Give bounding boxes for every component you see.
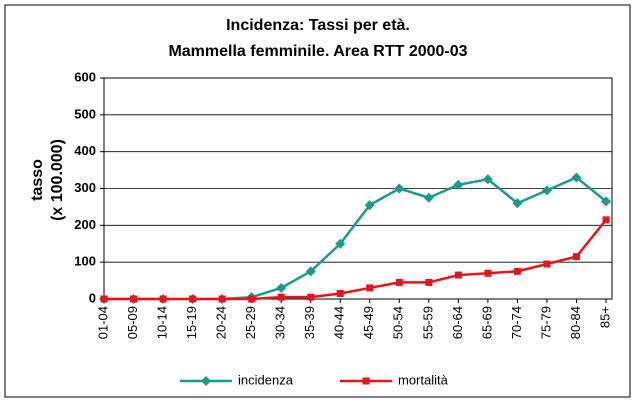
y-tick-label: 100 bbox=[74, 254, 96, 269]
x-tick-label: 10-14 bbox=[154, 306, 169, 339]
point bbox=[513, 267, 521, 275]
point bbox=[572, 253, 580, 261]
x-tick-label: 15-19 bbox=[184, 306, 199, 339]
y-label-line: (x 100.000) bbox=[49, 139, 66, 221]
chart-subtitle: Mammella femminile. Area RTT 2000-03 bbox=[168, 43, 467, 60]
x-tick-label: 01-04 bbox=[95, 306, 110, 339]
y-tick-label: 400 bbox=[74, 143, 96, 158]
y-label-line: tasso bbox=[29, 159, 46, 201]
point bbox=[305, 266, 316, 277]
y-tick-label: 600 bbox=[74, 69, 96, 84]
point bbox=[484, 269, 492, 277]
point bbox=[395, 278, 403, 286]
legend-label: incidenza bbox=[238, 372, 294, 387]
point bbox=[201, 376, 211, 386]
legend-label: mortalità bbox=[398, 372, 449, 387]
point bbox=[362, 377, 370, 385]
point bbox=[218, 295, 226, 303]
point bbox=[602, 216, 610, 224]
x-tick-label: 40-44 bbox=[332, 306, 347, 339]
x-tick-label: 65-69 bbox=[479, 306, 494, 339]
point bbox=[335, 238, 346, 249]
x-tick-label: 20-24 bbox=[214, 306, 229, 339]
point bbox=[159, 295, 167, 303]
point bbox=[601, 196, 611, 207]
x-tick-label: 85+ bbox=[597, 306, 612, 328]
x-tick-label: 80-84 bbox=[568, 306, 583, 339]
y-tick-label: 300 bbox=[74, 180, 96, 195]
point bbox=[277, 293, 285, 301]
x-tick-label: 50-54 bbox=[391, 306, 406, 339]
point bbox=[336, 289, 344, 297]
x-tick-label: 70-74 bbox=[509, 306, 524, 339]
x-tick-label: 30-34 bbox=[273, 306, 288, 339]
point bbox=[541, 185, 552, 196]
y-tick-label: 200 bbox=[74, 217, 96, 232]
y-label: tasso (x 100.000) bbox=[29, 139, 66, 221]
point bbox=[189, 295, 197, 303]
y-tick-label: 0 bbox=[89, 290, 96, 305]
point bbox=[307, 293, 315, 301]
x-tick-label: 05-09 bbox=[125, 306, 140, 339]
point bbox=[482, 174, 493, 185]
point bbox=[453, 179, 464, 190]
x-tick-label: 45-49 bbox=[361, 306, 376, 339]
series-line bbox=[104, 219, 607, 301]
point bbox=[423, 192, 434, 203]
point bbox=[276, 282, 287, 293]
x-tick-label: 55-59 bbox=[420, 306, 435, 339]
point bbox=[130, 295, 138, 303]
point bbox=[512, 198, 523, 209]
point bbox=[364, 200, 375, 211]
point bbox=[543, 260, 551, 268]
chart-title: Incidenza: Tassi per età. bbox=[226, 17, 410, 34]
point bbox=[394, 183, 405, 194]
point bbox=[425, 278, 433, 286]
x-tick-label: 35-39 bbox=[302, 306, 317, 339]
point bbox=[366, 284, 374, 292]
point bbox=[571, 172, 582, 183]
y-tick-label: 500 bbox=[74, 106, 96, 121]
x-tick-label: 25-29 bbox=[243, 306, 258, 339]
point bbox=[100, 295, 108, 303]
x-tick-label: 60-64 bbox=[450, 306, 465, 339]
point bbox=[454, 271, 462, 279]
point bbox=[248, 295, 256, 303]
chart-border bbox=[4, 4, 631, 398]
x-tick-label: 75-79 bbox=[538, 306, 553, 339]
